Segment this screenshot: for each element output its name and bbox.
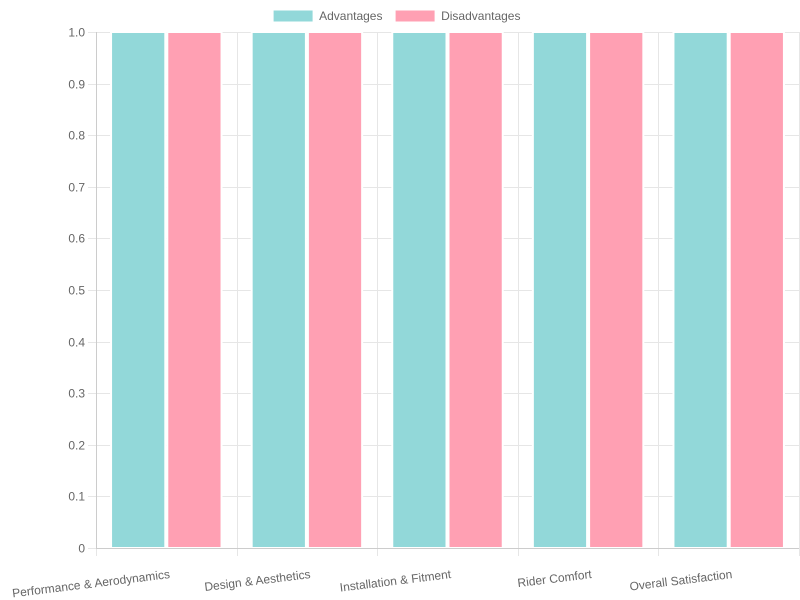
bar-advantages-3 <box>391 31 448 549</box>
x-tick-label: Performance & Aerodynamics <box>11 567 170 600</box>
y-tick-label: 0.5 <box>68 284 85 298</box>
y-tick-label: 0.2 <box>68 439 85 453</box>
bar-disadvantages-3 <box>447 31 504 549</box>
y-tick-label: 0.9 <box>68 78 85 92</box>
y-tick-label: 0.7 <box>68 181 85 195</box>
x-tick-label: Design & Aesthetics <box>204 567 312 594</box>
legend-label-disadvantages: Disadvantages <box>441 9 520 23</box>
legend-label-advantages: Advantages <box>319 9 382 23</box>
axes <box>96 32 799 549</box>
bars <box>110 31 785 549</box>
x-tick-label: Installation & Fitment <box>339 567 453 595</box>
y-tick-label: 0.4 <box>68 336 85 350</box>
bar-advantages-1 <box>110 31 167 549</box>
y-tick-label: 0.1 <box>68 490 85 504</box>
y-axis-ticks: 0 0.1 0.2 0.3 0.4 0.5 0.6 0.7 0.8 0.9 1.0 <box>68 26 85 556</box>
bar-disadvantages-4 <box>588 31 645 549</box>
x-tick-label: Rider Comfort <box>517 567 593 590</box>
y-tick-label: 0.8 <box>68 129 85 143</box>
x-axis-ticks: Performance & Aerodynamics Design & Aesth… <box>11 567 733 600</box>
bar-disadvantages-1 <box>166 31 223 549</box>
legend: Advantages Disadvantages <box>272 9 520 23</box>
bar-disadvantages-5 <box>728 31 785 549</box>
legend-swatch-advantages <box>272 9 314 23</box>
bar-advantages-5 <box>672 31 729 549</box>
y-tick-label: 0 <box>78 542 85 556</box>
y-tick-label: 0.6 <box>68 232 85 246</box>
bar-advantages-4 <box>531 31 589 549</box>
bar-disadvantages-2 <box>306 31 364 549</box>
legend-swatch-disadvantages <box>394 9 436 23</box>
y-tick-label: 0.3 <box>68 387 85 401</box>
bar-advantages-2 <box>250 31 307 549</box>
y-tick-label: 1.0 <box>68 26 85 40</box>
x-tick-label: Overall Satisfaction <box>629 567 733 593</box>
